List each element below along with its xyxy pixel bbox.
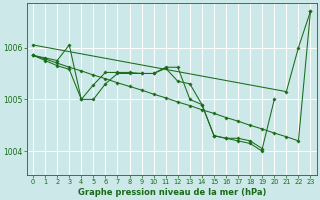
X-axis label: Graphe pression niveau de la mer (hPa): Graphe pression niveau de la mer (hPa) [77,188,266,197]
